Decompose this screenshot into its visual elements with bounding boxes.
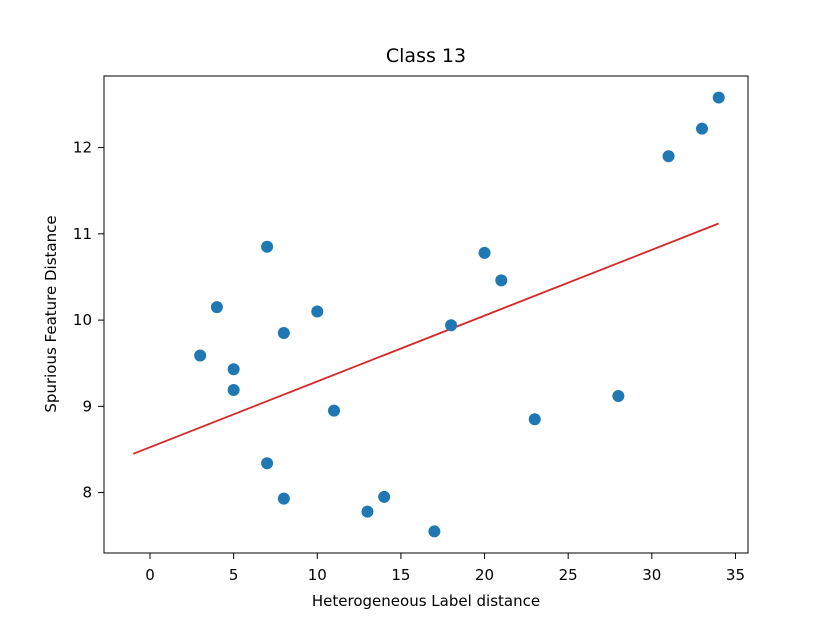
fit-line bbox=[132, 222, 720, 455]
x-tick-label: 0 bbox=[145, 566, 155, 584]
data-point bbox=[277, 492, 290, 505]
x-tick-label: 10 bbox=[308, 566, 327, 584]
chart-title: Class 13 bbox=[386, 45, 466, 67]
data-point bbox=[478, 246, 491, 259]
data-point bbox=[428, 525, 441, 538]
data-point bbox=[210, 301, 223, 314]
x-tick-label: 20 bbox=[475, 566, 494, 584]
data-point bbox=[495, 274, 508, 287]
data-point bbox=[227, 363, 240, 376]
axis-ticks: 0 5 10 15 20 25 30 35 8 9 10 11 12 bbox=[73, 139, 745, 584]
data-point bbox=[712, 91, 725, 104]
y-tick-label: 10 bbox=[73, 311, 92, 329]
data-point bbox=[227, 383, 240, 396]
fit-line-layer bbox=[132, 222, 720, 455]
x-tick-label: 15 bbox=[391, 566, 410, 584]
y-tick-label: 8 bbox=[82, 484, 92, 502]
points-layer bbox=[194, 91, 725, 538]
y-tick-label: 9 bbox=[82, 397, 92, 415]
data-point bbox=[194, 349, 207, 362]
data-point bbox=[612, 390, 625, 403]
data-point bbox=[378, 490, 391, 503]
y-tick-label: 12 bbox=[73, 139, 92, 157]
data-point bbox=[261, 240, 274, 253]
plot-frame bbox=[103, 75, 749, 554]
data-point bbox=[696, 122, 708, 135]
x-tick-label: 30 bbox=[642, 566, 661, 584]
data-point bbox=[328, 404, 340, 417]
data-point bbox=[277, 327, 290, 340]
y-tick-label: 11 bbox=[73, 225, 92, 243]
y-axis-label: Spurious Feature Distance bbox=[42, 215, 60, 412]
data-point bbox=[445, 319, 458, 332]
x-tick-label: 25 bbox=[559, 566, 578, 584]
data-point bbox=[311, 305, 324, 318]
data-point bbox=[662, 150, 675, 163]
x-tick-label: 35 bbox=[726, 566, 745, 584]
data-point bbox=[528, 413, 541, 426]
data-point bbox=[361, 505, 374, 518]
x-tick-label: 5 bbox=[229, 566, 239, 584]
data-point bbox=[261, 457, 274, 470]
x-axis-label: Heterogeneous Label distance bbox=[312, 592, 540, 610]
